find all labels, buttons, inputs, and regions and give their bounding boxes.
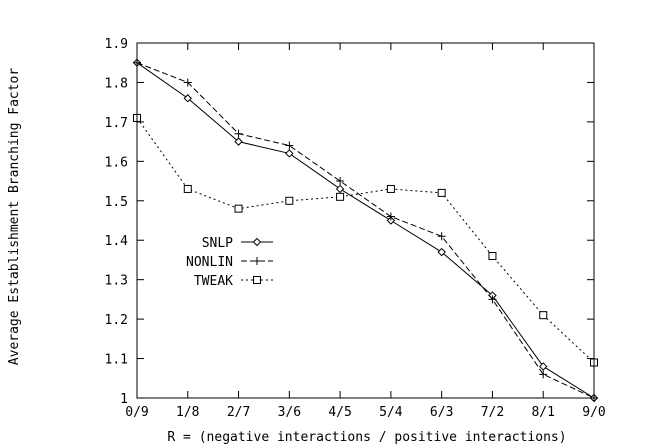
square-marker: [183, 184, 192, 193]
x-tick-label: 8/1: [531, 405, 554, 420]
x-tick-label: 0/9: [125, 405, 148, 420]
x-tick-label: 3/6: [278, 405, 301, 420]
y-tick-label: 1.1: [105, 353, 128, 368]
y-tick-label: 1.9: [105, 37, 128, 52]
square-marker: [234, 204, 243, 213]
plus-marker: [539, 370, 548, 379]
legend-label: NONLIN: [186, 255, 233, 270]
y-tick-label: 1: [120, 392, 128, 407]
diamond-marker: [183, 94, 192, 103]
square-marker: [488, 252, 497, 260]
x-tick-label: 2/7: [227, 405, 250, 420]
plus-marker: [285, 141, 294, 150]
square-marker: [285, 196, 294, 205]
y-tick-label: 1.8: [105, 76, 128, 91]
series-nonlin: [133, 58, 598, 402]
series-line: [136, 62, 595, 399]
y-axis-title: Average Establishment Branching Factor: [7, 68, 22, 366]
y-tick-label: 1.6: [105, 155, 128, 170]
square-marker: [539, 311, 548, 320]
diamond-marker: [539, 362, 548, 371]
diamond-marker: [285, 149, 294, 158]
plus-marker: [234, 129, 243, 138]
plus-marker: [437, 232, 446, 241]
x-tick-label: 9/0: [582, 405, 605, 420]
series-line: [136, 117, 595, 363]
x-tick-label: 1/8: [176, 405, 199, 420]
y-tick-label: 1.7: [105, 116, 128, 131]
series-layer: [132, 58, 599, 403]
legend-item: SNLP: [202, 236, 273, 251]
legend-item: TWEAK: [194, 274, 273, 289]
series-line: [136, 62, 595, 399]
y-tick-label: 1.4: [105, 234, 129, 249]
y-tick-label: 1.2: [105, 313, 128, 328]
y-tick-label: 1.5: [105, 195, 128, 210]
axis-ticks: 1 1.1 1.2 1.3 1.4 1.5 1.6 1.7 1.8 1.9 0/9 1/8 2/7 3/6…: [105, 37, 606, 420]
plus-marker: [336, 177, 345, 186]
series-snlp: [132, 58, 599, 403]
x-axis-title: R = (negative interactions / positive in…: [167, 430, 566, 445]
square-marker: [386, 184, 395, 193]
plus-marker: [253, 257, 261, 265]
x-tick-label: 4/5: [328, 405, 351, 420]
legend-label: SNLP: [202, 236, 233, 251]
plus-marker: [183, 78, 192, 87]
diamond-marker: [234, 137, 243, 146]
x-tick-label: 5/4: [379, 405, 403, 420]
diamond-marker: [335, 184, 345, 194]
plus-marker: [386, 212, 395, 221]
square-marker: [437, 188, 446, 197]
x-tick-label: 7/2: [481, 405, 504, 420]
legend-label: TWEAK: [194, 274, 233, 289]
legend: SNLP NONLIN TWEAK: [186, 236, 273, 289]
square-marker: [336, 192, 345, 201]
y-tick-label: 1.3: [105, 274, 128, 289]
square-marker: [253, 276, 261, 284]
diamond-marker: [252, 237, 262, 247]
x-tick-label: 6/3: [430, 405, 453, 420]
plus-marker: [488, 295, 497, 304]
diamond-marker: [437, 247, 446, 257]
plot-frame: [136, 42, 595, 399]
legend-item: NONLIN: [186, 255, 273, 270]
